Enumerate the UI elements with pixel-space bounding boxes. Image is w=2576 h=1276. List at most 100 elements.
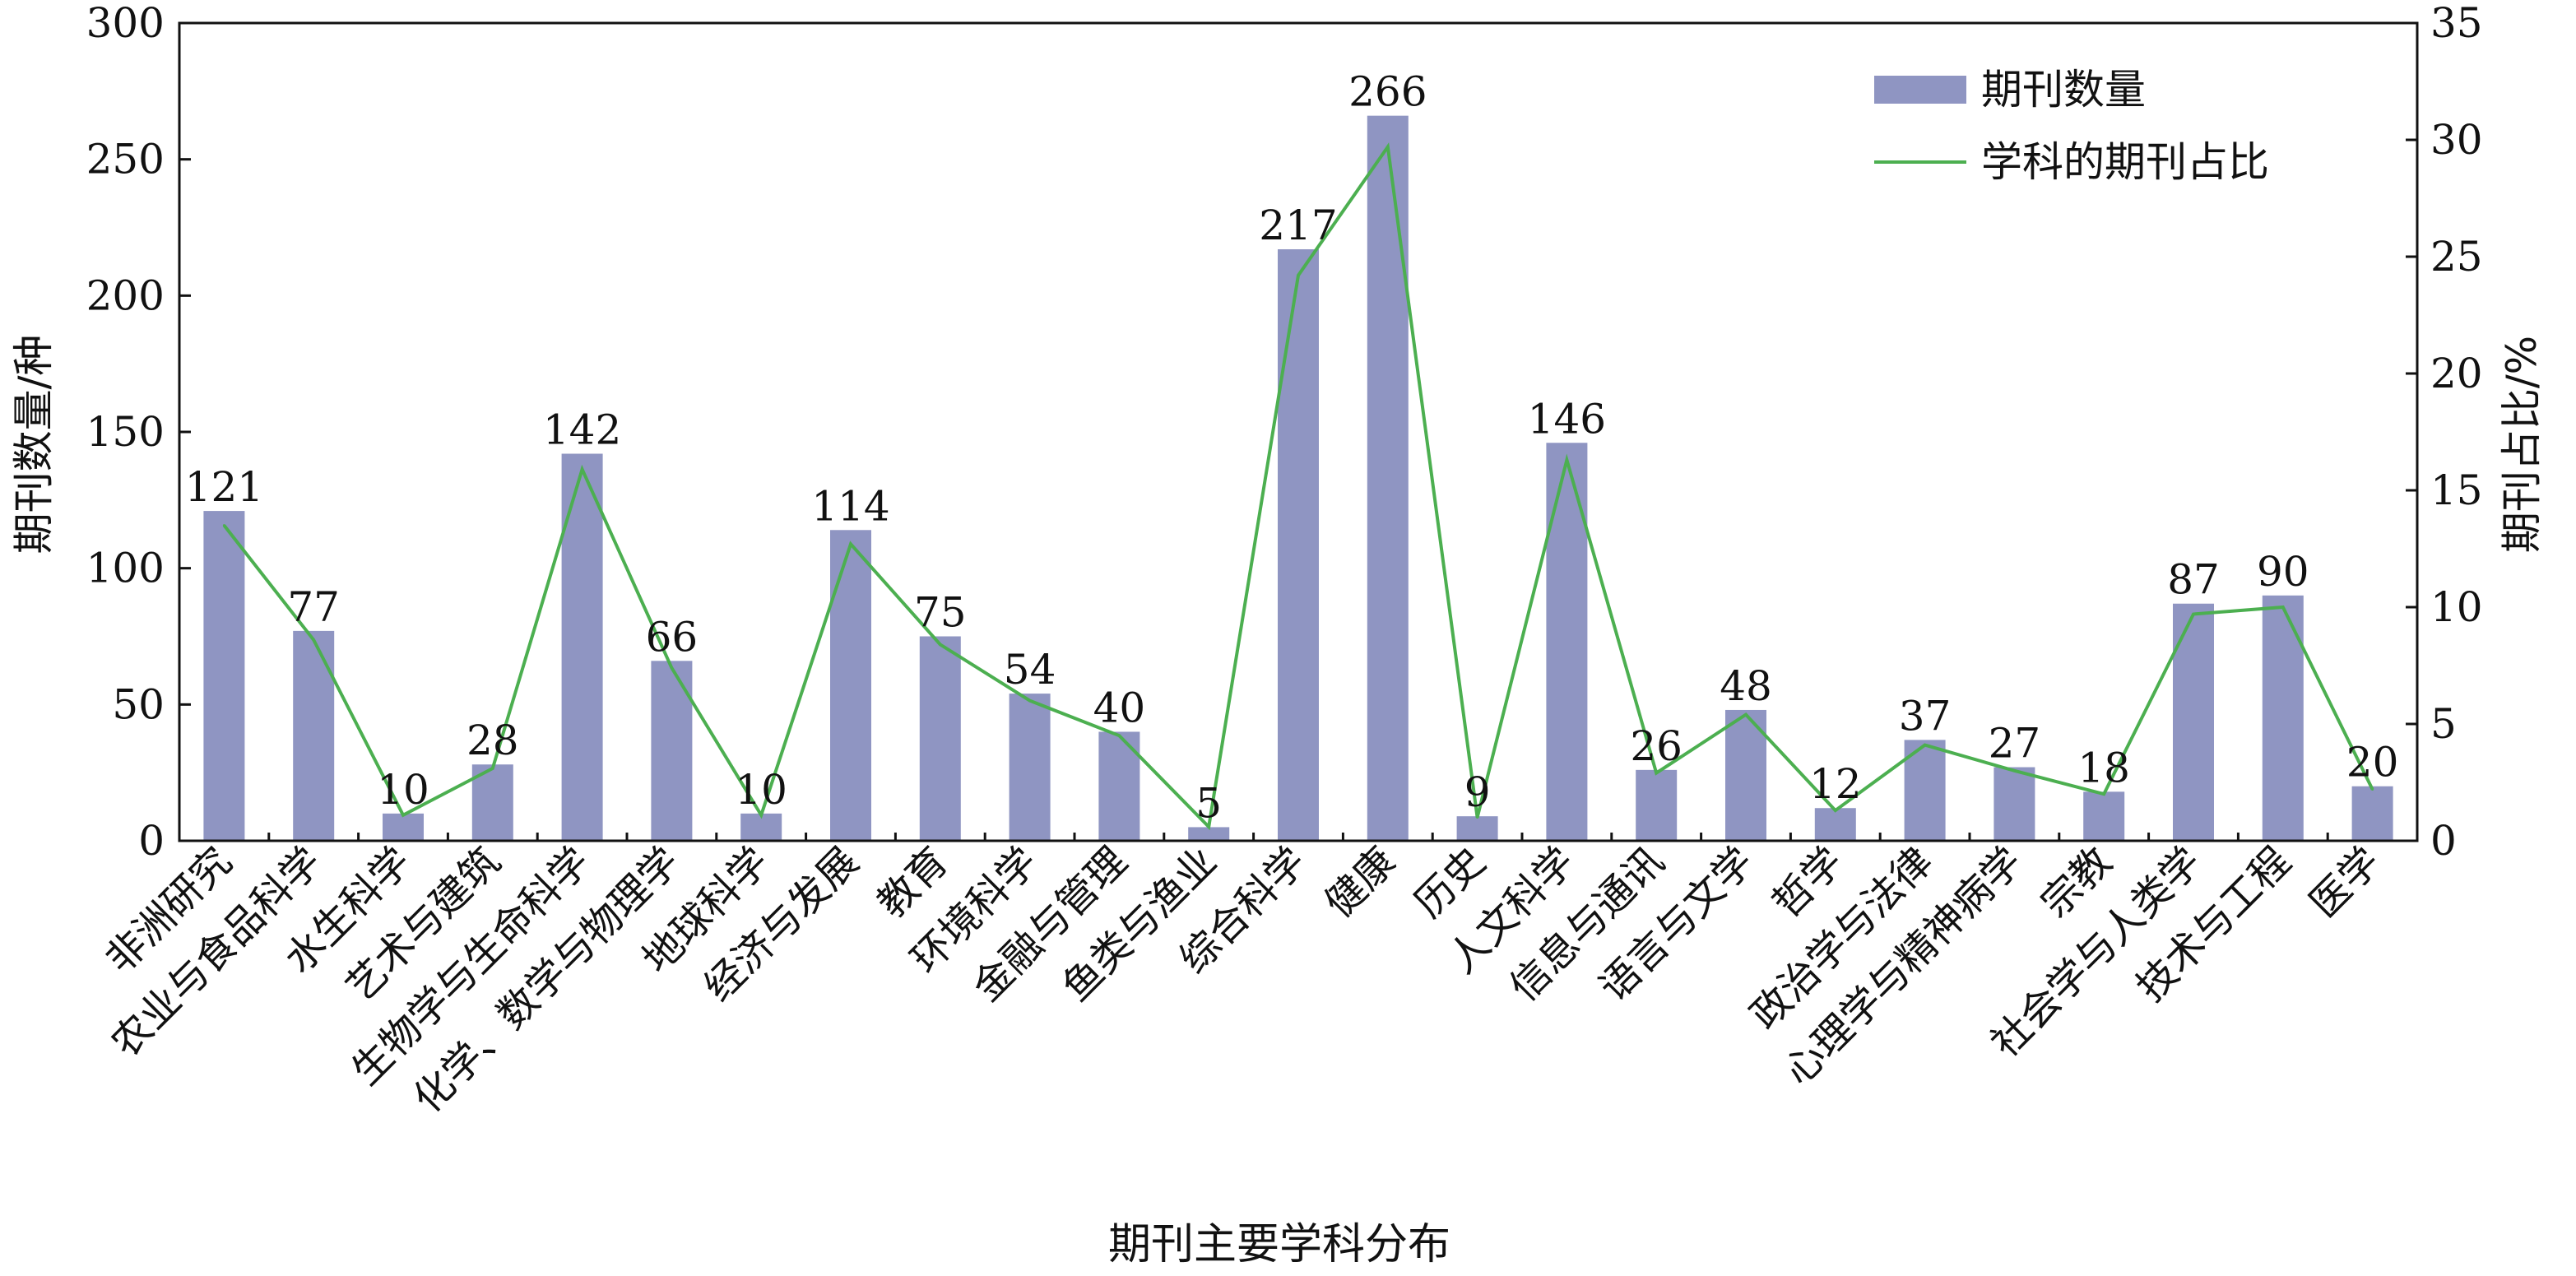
share-line-point [312, 638, 315, 642]
bar [2083, 791, 2125, 841]
y-left-tick-label: 0 [138, 817, 165, 865]
data-label: 217 [1259, 202, 1337, 249]
share-line-point [2281, 606, 2285, 609]
y-left-tick-label: 150 [86, 408, 165, 456]
data-label: 10 [735, 766, 787, 814]
x-axis-title: 期刊主要学科分布 [1108, 1220, 1450, 1269]
bar [830, 530, 871, 841]
share-line-point [1476, 816, 1479, 819]
data-label: 5 [1195, 779, 1222, 827]
share-line-point [1834, 809, 1837, 812]
y-left-tick-label: 50 [112, 680, 165, 728]
y-left-tick-label: 100 [86, 545, 165, 592]
data-label: 266 [1348, 68, 1427, 116]
y-axis-right-title: 期刊占比/% [2498, 336, 2546, 553]
y-right-tick-label: 0 [2430, 817, 2457, 865]
data-label: 142 [543, 406, 621, 454]
data-label: 87 [2167, 556, 2220, 604]
data-label: 18 [2077, 744, 2130, 791]
bar [383, 813, 424, 841]
bar [1188, 827, 1230, 841]
legend: 期刊数量 学科的期刊占比 [1874, 66, 2269, 186]
bar [2351, 786, 2393, 841]
data-label: 75 [914, 589, 967, 637]
data-label: 40 [1093, 684, 1146, 731]
share-line-point [939, 643, 942, 646]
share-line-point [670, 666, 673, 670]
category-labels-group: 非洲研究农业与食品科学水生科学艺术与建筑生物学与生命科学化学、数学与物理学地球科… [97, 838, 2390, 1122]
category-label: 医学 [2301, 838, 2389, 926]
y-left-tick-label: 300 [86, 0, 165, 47]
data-label: 48 [1720, 662, 1772, 710]
share-line-point [2012, 769, 2016, 773]
data-label: 121 [185, 463, 263, 511]
legend-bar-label: 期刊数量 [1981, 66, 2146, 114]
legend-line-label: 学科的期刊占比 [1981, 138, 2269, 186]
data-label: 28 [466, 717, 519, 764]
share-line-point [2371, 788, 2374, 791]
bar [651, 661, 693, 841]
share-line-point [1924, 744, 1927, 747]
share-line-point [1207, 825, 1210, 828]
share-line-point [1744, 713, 1748, 717]
data-label: 10 [377, 766, 429, 814]
y-right-tick-label: 5 [2430, 700, 2457, 748]
data-labels-group: 121 77 10 28 142 66 10 114 75 54 40 5 217 266 9 146 26 48… [185, 68, 2399, 828]
axes-group: 0 50 100 150 200 250 300 0 5 10 15 20 25 30 35 [86, 0, 2483, 865]
share-line-point [1117, 734, 1121, 737]
y-right-tick-label: 15 [2430, 466, 2483, 514]
share-line-point [849, 542, 852, 545]
y-left-tick-label: 250 [86, 136, 165, 183]
bar [2262, 595, 2304, 841]
data-label: 26 [1630, 722, 1683, 770]
bar [1009, 694, 1051, 841]
data-label: 146 [1528, 395, 1606, 443]
data-label: 77 [287, 583, 340, 631]
category-label: 健康 [1316, 838, 1404, 926]
data-label: 54 [1004, 646, 1056, 694]
bar [1546, 443, 1588, 841]
share-line-point [1297, 274, 1300, 277]
data-label: 9 [1464, 768, 1491, 816]
share-line-point [1386, 146, 1390, 149]
bar [1456, 816, 1498, 841]
y-right-tick-label: 30 [2430, 116, 2483, 164]
y-right-tick-label: 20 [2430, 350, 2483, 397]
bar [1636, 769, 1678, 841]
share-line-point [222, 524, 225, 527]
line-group [222, 142, 2374, 831]
bar [1814, 808, 1856, 841]
y-right-tick-label: 10 [2430, 583, 2483, 631]
bar [203, 511, 245, 841]
share-line-point [1565, 458, 1568, 462]
share-line-point [401, 814, 405, 817]
bar [293, 630, 335, 841]
bar [1725, 709, 1766, 841]
legend-bar-swatch [1874, 76, 1966, 104]
share-line-point [1655, 772, 1658, 775]
share-line-point [581, 467, 584, 471]
share-line-point [491, 767, 494, 770]
data-label: 12 [1809, 760, 1862, 808]
bar [919, 636, 961, 841]
y-right-tick-label: 35 [2430, 0, 2483, 47]
y-left-tick-label: 200 [86, 271, 165, 319]
share-line-point [1028, 699, 1032, 703]
share-line-point [759, 814, 763, 817]
bar [2173, 603, 2214, 841]
share-line-point [2102, 792, 2105, 796]
bar [1278, 249, 1319, 841]
bar [1367, 115, 1409, 842]
bar [1993, 767, 2035, 841]
data-label: 114 [811, 482, 889, 530]
share-line-point [2192, 613, 2195, 616]
y-axis-left-title: 期刊数量/种 [10, 335, 58, 554]
y-right-tick-label: 25 [2430, 233, 2483, 281]
data-label: 27 [1989, 720, 2041, 768]
data-label: 37 [1899, 692, 1952, 740]
data-label: 20 [2346, 739, 2399, 786]
data-label: 66 [646, 613, 699, 661]
data-label: 90 [2257, 548, 2309, 596]
